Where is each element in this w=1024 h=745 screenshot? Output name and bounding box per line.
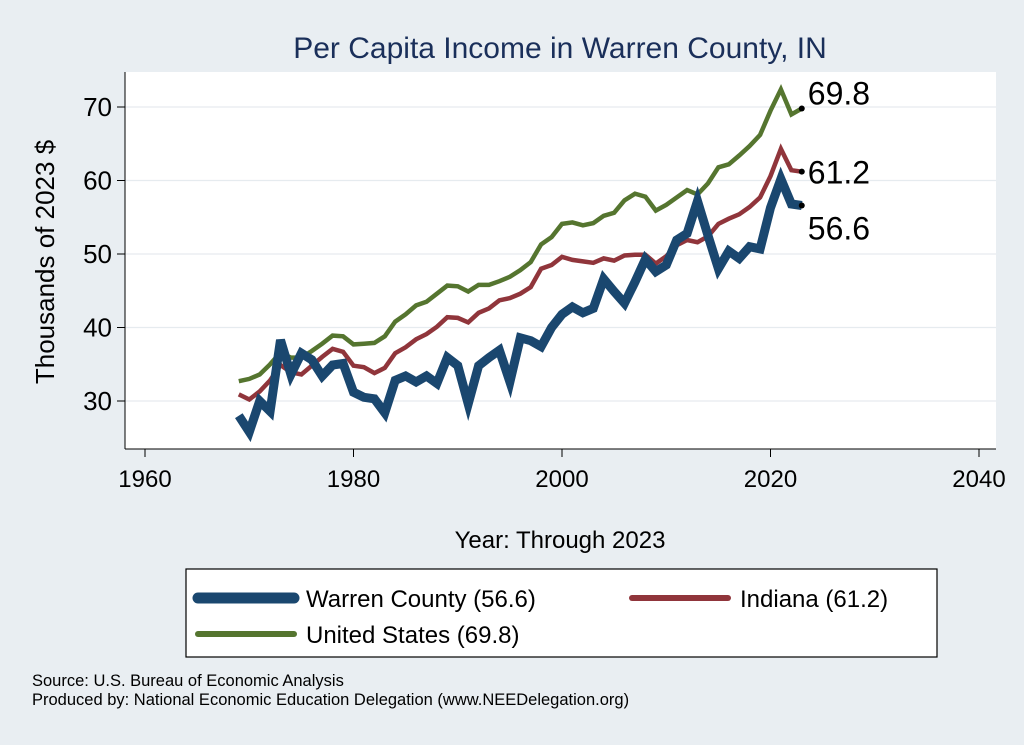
series-line-united-states bbox=[238, 83, 803, 384]
x-tick-label-2020: 2020 bbox=[744, 466, 797, 493]
legend-label-indiana: Indiana (61.2) bbox=[740, 586, 888, 613]
end-marker-indiana bbox=[798, 168, 805, 175]
legend: Warren County (56.6) Indiana (61.2) Unit… bbox=[185, 568, 938, 658]
y-tick-label-40: 40 bbox=[83, 313, 112, 343]
x-tick-label-2000: 2000 bbox=[535, 466, 588, 493]
y-tick-label-50: 50 bbox=[83, 239, 112, 269]
series-line-warren-county bbox=[235, 166, 803, 443]
series-lines bbox=[235, 83, 803, 443]
end-marker-warren-county bbox=[798, 202, 805, 209]
axes: 30 40 50 60 70 1960 1980 2000 2020 2040 bbox=[83, 72, 1006, 493]
x-tick-label-1960: 1960 bbox=[118, 466, 171, 493]
legend-box bbox=[185, 568, 938, 658]
end-marker-united-states bbox=[798, 105, 805, 112]
y-tick-label-60: 60 bbox=[83, 166, 112, 196]
end-labels: 56.6 61.2 69.8 bbox=[798, 75, 870, 246]
produced-by-note: Produced by: National Economic Education… bbox=[32, 691, 630, 709]
y-tick-label-70: 70 bbox=[83, 92, 112, 122]
x-axis-label: Year: Through 2023 bbox=[455, 527, 666, 554]
chart-title: Per Capita Income in Warren County, IN bbox=[293, 32, 827, 65]
end-label-indiana: 61.2 bbox=[808, 155, 870, 191]
source-note: Source: U.S. Bureau of Economic Analysis bbox=[32, 672, 344, 690]
x-tick-label-2040: 2040 bbox=[952, 466, 1005, 493]
y-tick-label-30: 30 bbox=[83, 386, 112, 416]
x-tick-label-1980: 1980 bbox=[327, 466, 380, 493]
legend-label-warren-county: Warren County (56.6) bbox=[306, 586, 536, 613]
end-label-united-states: 69.8 bbox=[808, 75, 870, 111]
end-label-warren-county: 56.6 bbox=[808, 210, 870, 246]
legend-label-united-states: United States (69.8) bbox=[306, 622, 519, 649]
y-axis-label: Thousands of 2023 $ bbox=[30, 139, 60, 384]
